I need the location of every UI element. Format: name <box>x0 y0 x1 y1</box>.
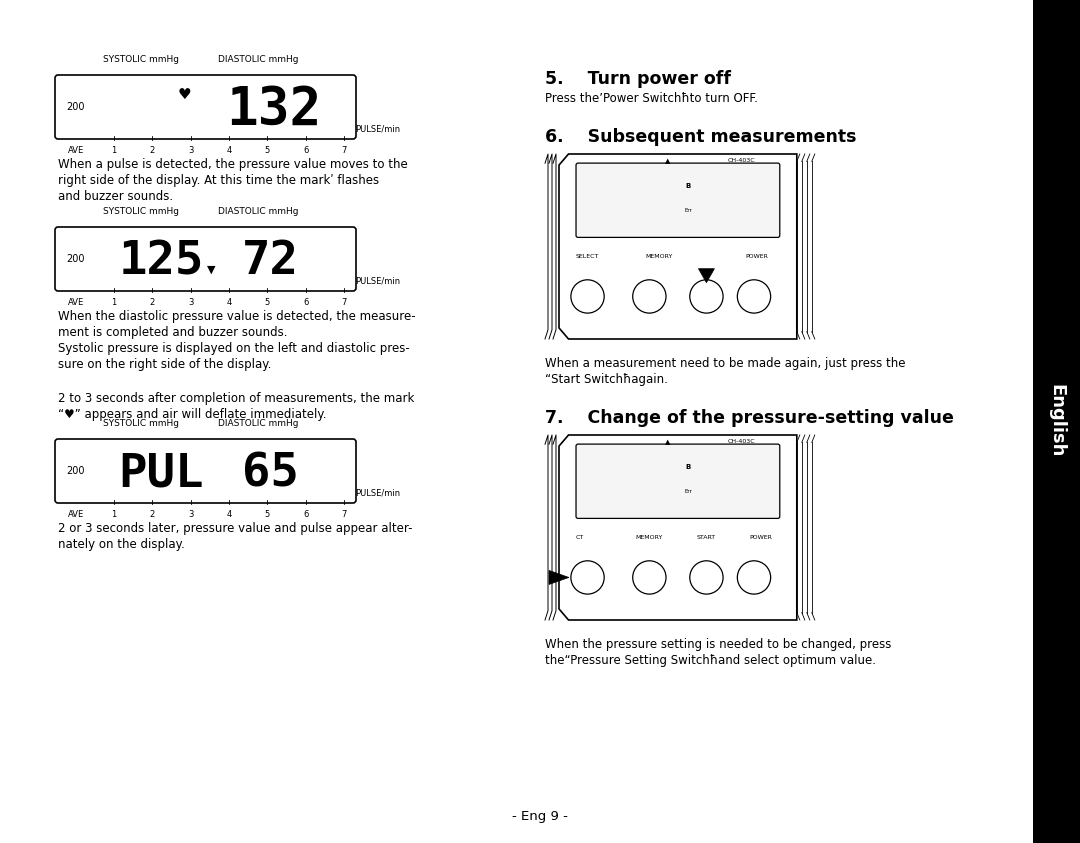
Text: the“Pressure Setting Switchħand select optimum value.: the“Pressure Setting Switchħand select o… <box>545 654 876 667</box>
Text: 5.    Turn power off: 5. Turn power off <box>545 70 731 88</box>
Text: ▲: ▲ <box>665 158 671 164</box>
Text: CH-403C: CH-403C <box>728 158 756 163</box>
Text: ▲: ▲ <box>665 439 671 445</box>
Text: 7: 7 <box>341 510 347 519</box>
Text: PULSE/min: PULSE/min <box>355 276 400 285</box>
Text: 2: 2 <box>150 146 156 155</box>
Text: START: START <box>697 535 716 540</box>
Text: 6.    Subsequent measurements: 6. Subsequent measurements <box>545 128 856 146</box>
Text: When the pressure setting is needed to be changed, press: When the pressure setting is needed to b… <box>545 638 891 651</box>
Text: - Eng 9 -: - Eng 9 - <box>512 810 568 823</box>
Bar <box>1032 0 1080 843</box>
Text: 4: 4 <box>227 146 232 155</box>
Text: ment is completed and buzzer sounds.: ment is completed and buzzer sounds. <box>58 326 287 339</box>
Text: AVE: AVE <box>68 298 84 307</box>
Text: B: B <box>686 464 690 470</box>
Text: 7.    Change of the pressure-setting value: 7. Change of the pressure-setting value <box>545 409 954 427</box>
Text: SYSTOLIC mmHg: SYSTOLIC mmHg <box>103 207 178 216</box>
Polygon shape <box>699 269 715 282</box>
Text: 65: 65 <box>242 451 299 497</box>
Text: 2: 2 <box>150 298 156 307</box>
Text: ▼: ▼ <box>207 265 216 275</box>
Text: 3: 3 <box>188 146 193 155</box>
Text: 200: 200 <box>66 254 84 264</box>
Text: 7: 7 <box>341 298 347 307</box>
Text: 7: 7 <box>341 146 347 155</box>
Text: SYSTOLIC mmHg: SYSTOLIC mmHg <box>103 419 178 428</box>
Circle shape <box>571 280 604 313</box>
Text: 4: 4 <box>227 510 232 519</box>
Text: When a pulse is detected, the pressure value moves to the: When a pulse is detected, the pressure v… <box>58 158 408 171</box>
Circle shape <box>571 561 604 594</box>
Text: CT: CT <box>576 535 584 540</box>
Text: PUL: PUL <box>119 451 204 497</box>
Text: 4: 4 <box>227 298 232 307</box>
Text: 2: 2 <box>150 510 156 519</box>
Text: POWER: POWER <box>745 254 768 259</box>
Circle shape <box>690 280 724 313</box>
Text: AVE: AVE <box>68 146 84 155</box>
Text: AVE: AVE <box>68 510 84 519</box>
Text: 6: 6 <box>303 146 309 155</box>
Text: sure on the right side of the display.: sure on the right side of the display. <box>58 358 271 371</box>
Polygon shape <box>549 571 569 584</box>
Text: SELECT: SELECT <box>576 254 599 259</box>
Polygon shape <box>559 435 797 620</box>
Text: 5: 5 <box>265 298 270 307</box>
Text: 5: 5 <box>265 146 270 155</box>
FancyBboxPatch shape <box>55 75 356 139</box>
Text: ♥: ♥ <box>178 87 191 102</box>
Text: “Start Switchħagain.: “Start Switchħagain. <box>545 373 667 386</box>
Text: 2 to 3 seconds after completion of measurements, the mark: 2 to 3 seconds after completion of measu… <box>58 392 415 405</box>
Text: Err: Err <box>684 208 692 213</box>
Text: right side of the display. At this time the markʹ flashes: right side of the display. At this time … <box>58 174 379 187</box>
FancyBboxPatch shape <box>576 444 780 518</box>
Text: MEMORY: MEMORY <box>645 254 673 259</box>
Text: 132: 132 <box>226 84 321 136</box>
Circle shape <box>633 280 666 313</box>
FancyBboxPatch shape <box>55 439 356 503</box>
Text: Err: Err <box>684 489 692 494</box>
Text: DIASTOLIC mmHg: DIASTOLIC mmHg <box>218 419 299 428</box>
Text: 3: 3 <box>188 510 193 519</box>
Text: DIASTOLIC mmHg: DIASTOLIC mmHg <box>218 55 299 64</box>
Text: POWER: POWER <box>750 535 772 540</box>
Text: DIASTOLIC mmHg: DIASTOLIC mmHg <box>218 207 299 216</box>
Text: 200: 200 <box>66 102 84 112</box>
Text: Press the’Power Switchħto turn OFF.: Press the’Power Switchħto turn OFF. <box>545 92 758 105</box>
Text: 6: 6 <box>303 510 309 519</box>
Text: Systolic pressure is displayed on the left and diastolic pres-: Systolic pressure is displayed on the le… <box>58 342 409 355</box>
Circle shape <box>738 561 771 594</box>
Text: When the diastolic pressure value is detected, the measure-: When the diastolic pressure value is det… <box>58 310 416 323</box>
Text: 3: 3 <box>188 298 193 307</box>
Polygon shape <box>559 154 797 339</box>
Text: 72: 72 <box>242 239 299 284</box>
Text: 1: 1 <box>111 298 117 307</box>
Circle shape <box>738 280 771 313</box>
FancyBboxPatch shape <box>55 227 356 291</box>
Text: SYSTOLIC mmHg: SYSTOLIC mmHg <box>103 55 178 64</box>
Circle shape <box>633 561 666 594</box>
Text: 2 or 3 seconds later, pressure value and pulse appear alter-: 2 or 3 seconds later, pressure value and… <box>58 522 413 535</box>
Text: PULSE/min: PULSE/min <box>355 124 400 133</box>
Text: CH-403C: CH-403C <box>728 439 756 444</box>
FancyBboxPatch shape <box>576 163 780 238</box>
Text: 5: 5 <box>265 510 270 519</box>
Text: 1: 1 <box>111 146 117 155</box>
Text: and buzzer sounds.: and buzzer sounds. <box>58 190 173 203</box>
Text: B: B <box>686 183 690 189</box>
Text: 200: 200 <box>66 466 84 476</box>
Text: 1: 1 <box>111 510 117 519</box>
Text: MEMORY: MEMORY <box>636 535 663 540</box>
Text: nately on the display.: nately on the display. <box>58 538 185 551</box>
Text: 125: 125 <box>119 239 204 284</box>
Text: PULSE/min: PULSE/min <box>355 488 400 497</box>
Circle shape <box>690 561 724 594</box>
Text: English: English <box>1047 384 1065 458</box>
Text: 6: 6 <box>303 298 309 307</box>
Text: “♥” appears and air will deflate immediately.: “♥” appears and air will deflate immedia… <box>58 408 326 421</box>
Text: When a measurement need to be made again, just press the: When a measurement need to be made again… <box>545 357 905 370</box>
